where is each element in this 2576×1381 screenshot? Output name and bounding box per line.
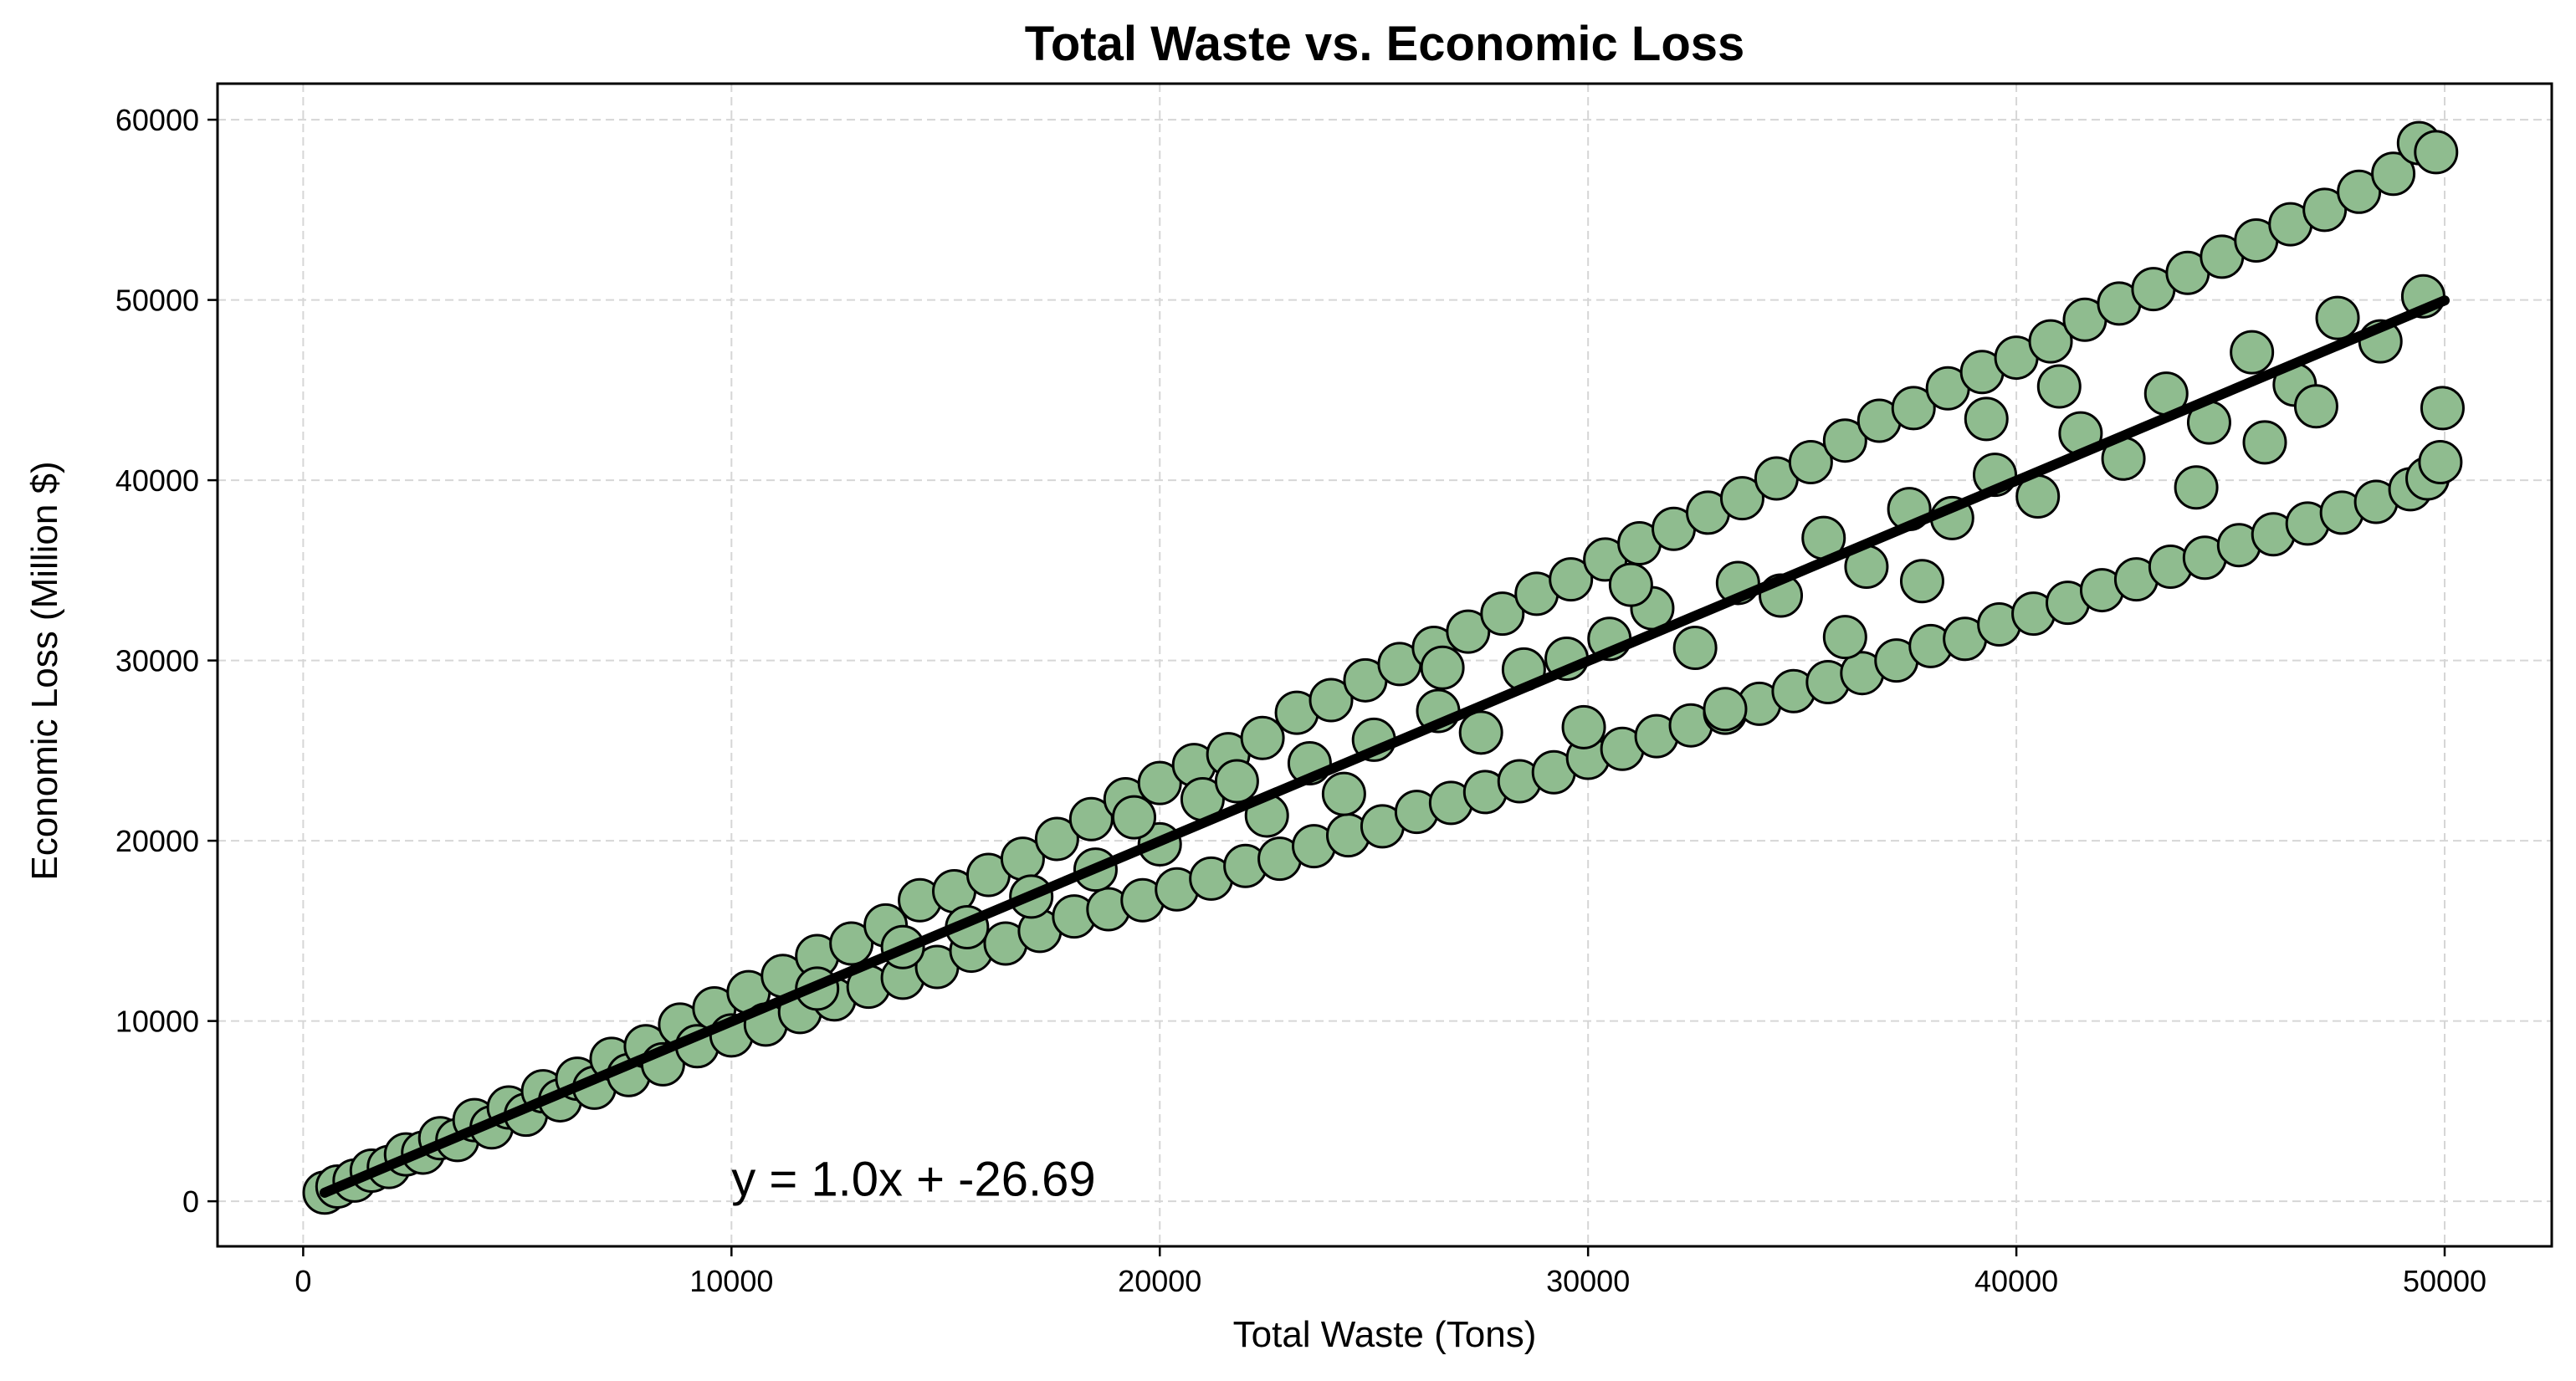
scatter-point [1446, 609, 1491, 654]
scatter-point [2242, 420, 2287, 465]
y-tick-label: 50000 [115, 284, 199, 318]
scatter-point [1137, 760, 1182, 806]
scatter-point [1549, 557, 1594, 602]
scatter-point [2315, 295, 2360, 340]
scatter-point [1703, 687, 1748, 732]
scatter-point [1480, 591, 1525, 637]
chart-title: Total Waste vs. Economic Loss [1025, 17, 1745, 71]
scatter-point [1308, 678, 1354, 723]
x-tick-label: 50000 [2403, 1264, 2486, 1298]
x-tick-label: 10000 [689, 1264, 773, 1298]
scatter-point [1788, 440, 1833, 485]
y-tick-label: 10000 [115, 1005, 199, 1039]
scatter-point [1672, 626, 1718, 671]
scatter-point [2371, 151, 2416, 197]
scatter-point [1240, 715, 1285, 760]
scatter-point [2420, 386, 2465, 431]
y-tick-label: 20000 [115, 824, 199, 858]
scatter-point [1112, 795, 1157, 840]
y-tick-label: 30000 [115, 644, 199, 678]
x-tick-label: 30000 [1546, 1264, 1630, 1298]
scatter-point [2230, 330, 2275, 375]
scatter-point [2293, 384, 2338, 429]
scatter-point [1561, 704, 1606, 749]
scatter-point [1608, 562, 1653, 607]
x-tick-label: 40000 [1974, 1264, 2058, 1298]
scatter-point [1034, 816, 1079, 862]
scatter-point [1719, 476, 1764, 521]
scatter-point [2337, 169, 2382, 214]
regression-line [319, 295, 2451, 1198]
scatter-point [1420, 645, 1465, 690]
scatter-points [302, 120, 2465, 1215]
scatter-point [2036, 364, 2082, 409]
scatter-point [2174, 465, 2219, 510]
scatter-point [2028, 319, 2073, 364]
x-tick-label: 20000 [1118, 1264, 1201, 1298]
regression-line-layer [319, 295, 2451, 1198]
scatter-point [1899, 559, 1944, 604]
scatter-point [2414, 130, 2459, 175]
plot-frame [216, 82, 2553, 1248]
y-tick-label: 40000 [115, 463, 199, 498]
scatter-point [1964, 396, 2009, 442]
y-axis-title: Economic Loss (Million $) [24, 461, 65, 880]
x-axis-title: Total Waste (Tons) [1233, 1314, 1537, 1355]
regression-equation-label: y = 1.0x + -26.69 [731, 1153, 1095, 1207]
scatter-point [1214, 759, 1259, 804]
scatter-point [829, 921, 874, 966]
scatter-point [1458, 710, 1503, 755]
x-tick-label: 0 [294, 1264, 311, 1298]
y-tick-label: 60000 [115, 103, 199, 137]
scatter-point [2418, 440, 2463, 485]
x-axis-ticks: 0 10000 20000 30000 40000 50000 [294, 1246, 2486, 1298]
scatter-point [1822, 418, 1867, 463]
scatter-point [1321, 771, 1366, 816]
y-axis-ticks: 0 10000 20000 30000 40000 50000 60000 [115, 103, 218, 1219]
y-tick-label: 0 [182, 1184, 199, 1219]
scatter-point [1822, 615, 1867, 660]
scatter-point [1891, 386, 1936, 431]
scatter-point [2302, 187, 2348, 233]
